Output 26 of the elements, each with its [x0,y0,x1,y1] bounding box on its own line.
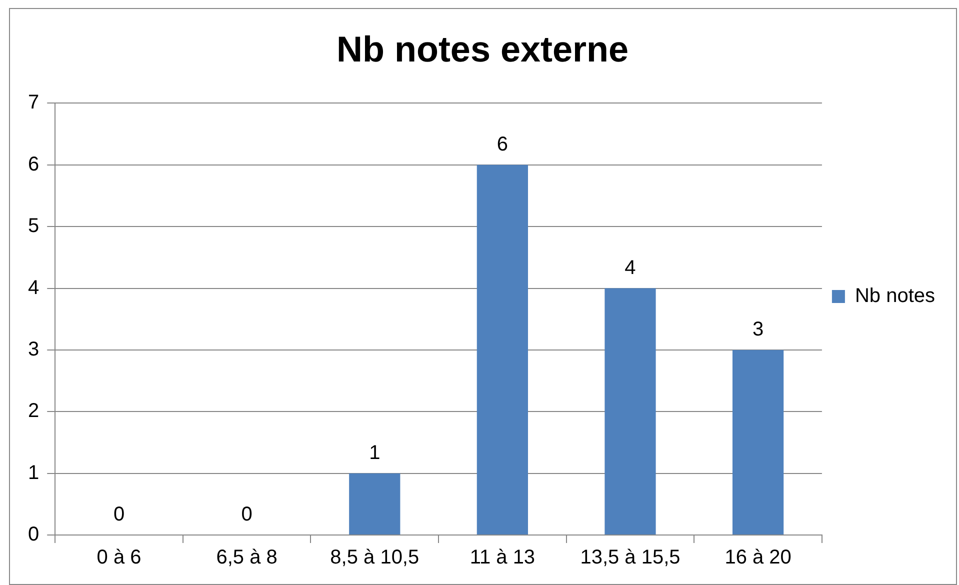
data-label: 1 [369,442,380,464]
chart-title: Nb notes externe [336,28,629,70]
y-tick-label: 0 [28,524,40,546]
x-tick-label: 13,5 à 15,5 [580,546,680,569]
x-tick-label: 0 à 6 [96,546,142,569]
data-label: 4 [624,256,636,279]
x-tick-label: 6,5 à 8 [216,546,278,569]
legend-label: Nb notes [854,285,936,308]
y-tick-label: 5 [28,215,40,238]
y-tick-label: 4 [28,276,40,299]
data-label: 0 [113,504,125,526]
y-tick-label: 7 [28,92,40,114]
bar [604,288,656,534]
data-label: 0 [241,504,252,526]
bar [476,164,528,534]
y-tick-label: 6 [28,153,40,176]
x-tick-label: 11 à 13 [470,546,536,569]
bar [732,350,784,534]
y-tick-label: 3 [28,338,40,360]
x-tick-label: 8,5 à 10,5 [330,546,420,569]
y-tick-label: 2 [28,400,40,422]
x-tick-label: 16 à 20 [724,546,792,569]
bar [349,473,400,534]
y-tick-label: 1 [28,462,40,484]
data-label: 3 [752,318,764,340]
data-label: 6 [496,133,508,156]
